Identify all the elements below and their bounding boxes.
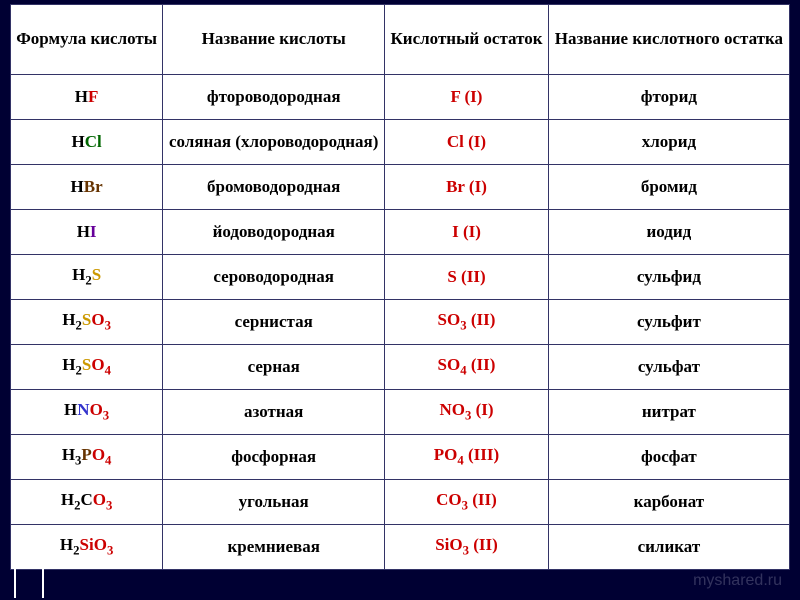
acid-name-cell: фтороводородная [163,75,385,120]
table-row: H2CO3угольнаяCO3 (II)карбонат [11,480,790,525]
table-row: HFфтороводороднаяF (I)фторид [11,75,790,120]
acid-name-cell: фосфорная [163,435,385,480]
table-row: HIйодоводороднаяI (I)иодид [11,210,790,255]
residue-cell: CO3 (II) [385,480,549,525]
residue-name-cell: фторид [548,75,789,120]
residue-name-cell: карбонат [548,480,789,525]
residue-name-cell: сульфид [548,255,789,300]
acid-name-cell: угольная [163,480,385,525]
formula-cell: HI [11,210,163,255]
header-name: Название кислоты [163,5,385,75]
residue-cell: Br (I) [385,165,549,210]
formula-cell: H2SiO3 [11,525,163,570]
header-residue: Кислотный остаток [385,5,549,75]
table-row: HBrбромоводороднаяBr (I)бромид [11,165,790,210]
residue-cell: SO3 (II) [385,300,549,345]
formula-cell: HNO3 [11,390,163,435]
residue-name-cell: нитрат [548,390,789,435]
header-residue-name: Название кислотного остатка [548,5,789,75]
table-row: HClсоляная (хлороводородная)Cl (I)хлорид [11,120,790,165]
acids-table: Формула кислоты Название кислоты Кислотн… [10,4,790,570]
residue-cell: I (I) [385,210,549,255]
residue-cell: SO4 (II) [385,345,549,390]
acids-table-container: Формула кислоты Название кислоты Кислотн… [0,0,800,574]
acid-name-cell: азотная [163,390,385,435]
residue-cell: Cl (I) [385,120,549,165]
acids-tbody: HFфтороводороднаяF (I)фторидHClсоляная (… [11,75,790,570]
residue-name-cell: сульфат [548,345,789,390]
table-row: H3PO4фосфорнаяPO4 (III)фосфат [11,435,790,480]
residue-cell: S (II) [385,255,549,300]
slide-tab-indicator [14,566,44,598]
residue-cell: SiO3 (II) [385,525,549,570]
residue-name-cell: силикат [548,525,789,570]
residue-name-cell: сульфит [548,300,789,345]
header-formula: Формула кислоты [11,5,163,75]
header-row: Формула кислоты Название кислоты Кислотн… [11,5,790,75]
formula-cell: H2S [11,255,163,300]
watermark: myshared.ru [693,572,782,590]
formula-cell: HCl [11,120,163,165]
table-row: H2SO3сернистаяSO3 (II)сульфит [11,300,790,345]
formula-cell: HBr [11,165,163,210]
acid-name-cell: кремниевая [163,525,385,570]
formula-cell: H3PO4 [11,435,163,480]
formula-cell: H2SO4 [11,345,163,390]
formula-cell: HF [11,75,163,120]
residue-name-cell: фосфат [548,435,789,480]
formula-cell: H2SO3 [11,300,163,345]
acid-name-cell: йодоводородная [163,210,385,255]
table-row: H2SсероводороднаяS (II)сульфид [11,255,790,300]
table-row: H2SO4сернаяSO4 (II)сульфат [11,345,790,390]
acid-name-cell: сероводородная [163,255,385,300]
acid-name-cell: сернистая [163,300,385,345]
table-row: HNO3азотнаяNO3 (I)нитрат [11,390,790,435]
residue-name-cell: иодид [548,210,789,255]
residue-name-cell: бромид [548,165,789,210]
residue-name-cell: хлорид [548,120,789,165]
residue-cell: F (I) [385,75,549,120]
acid-name-cell: бромоводородная [163,165,385,210]
residue-cell: PO4 (III) [385,435,549,480]
acid-name-cell: соляная (хлороводородная) [163,120,385,165]
table-row: H2SiO3кремниеваяSiO3 (II)силикат [11,525,790,570]
acid-name-cell: серная [163,345,385,390]
residue-cell: NO3 (I) [385,390,549,435]
formula-cell: H2CO3 [11,480,163,525]
